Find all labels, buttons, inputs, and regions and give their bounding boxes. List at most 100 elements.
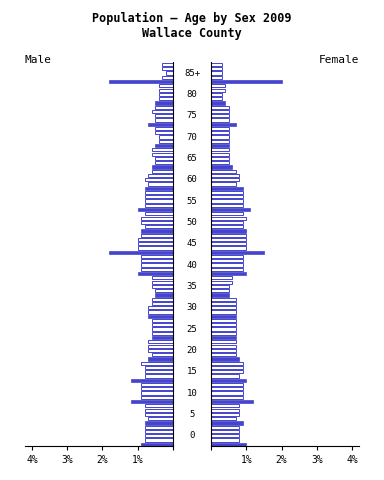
Bar [211,246,247,250]
Bar [211,408,239,412]
Bar [211,430,239,433]
Bar [152,280,173,284]
Bar [141,255,173,258]
Bar [159,140,173,143]
Bar [145,178,173,181]
Bar [211,255,243,258]
Bar [145,212,173,216]
Text: 5: 5 [189,410,195,419]
Bar [211,357,239,360]
Bar [211,88,225,92]
Bar [211,353,236,356]
Bar [211,268,243,271]
Bar [211,280,232,284]
Bar [211,285,229,288]
Bar [152,110,173,113]
Bar [211,140,229,143]
Bar [211,131,229,134]
Bar [211,345,236,348]
Bar [211,67,222,71]
Bar [145,200,173,203]
Bar [159,135,173,139]
Bar [148,345,173,348]
Bar [148,123,173,126]
Bar [211,174,239,177]
Bar [159,97,173,100]
Bar [145,413,173,416]
Bar [152,332,173,335]
Bar [109,251,173,254]
Text: 40: 40 [187,261,197,270]
Bar [211,114,229,117]
Bar [141,387,173,390]
Bar [211,259,243,263]
Bar [211,200,243,203]
Bar [159,84,173,87]
Bar [141,268,173,271]
Bar [211,438,239,442]
Bar [159,88,173,92]
Bar [211,106,229,109]
Bar [152,298,173,301]
Text: 55: 55 [187,197,197,205]
Bar [155,161,173,164]
Bar [211,413,239,416]
Bar [152,148,173,152]
Bar [211,327,236,331]
Bar [211,84,225,87]
Bar [155,157,173,160]
Bar [211,434,239,437]
Bar [145,191,173,194]
Bar [152,302,173,305]
Bar [145,370,173,373]
Bar [152,276,173,279]
Text: 50: 50 [187,218,197,227]
Bar [211,306,236,309]
Bar [211,80,281,83]
Bar [211,195,243,198]
Bar [152,323,173,326]
Text: 45: 45 [187,239,197,248]
Text: Population — Age by Sex 2009
Wallace County: Population — Age by Sex 2009 Wallace Cou… [92,12,292,40]
Bar [211,443,247,446]
Bar [211,323,236,326]
Bar [145,374,173,378]
Bar [141,264,173,267]
Bar [141,383,173,386]
Bar [211,276,232,279]
Bar [152,153,173,156]
Bar [211,264,243,267]
Bar [145,438,173,442]
Bar [211,212,243,216]
Bar [141,216,173,220]
Bar [211,97,222,100]
Bar [211,298,236,301]
Bar [211,340,236,344]
Bar [155,114,173,117]
Bar [211,417,236,420]
Bar [141,443,173,446]
Bar [211,332,236,335]
Bar [211,383,243,386]
Bar [155,131,173,134]
Bar [211,229,247,232]
Bar [211,396,243,399]
Text: 35: 35 [187,282,197,291]
Text: 65: 65 [187,154,197,163]
Text: 0: 0 [189,431,195,440]
Text: 20: 20 [187,346,197,355]
Bar [148,357,173,360]
Bar [145,366,173,369]
Bar [211,272,247,275]
Bar [152,336,173,339]
Bar [152,319,173,322]
Bar [211,366,243,369]
Bar [211,216,247,220]
Bar [141,396,173,399]
Bar [211,251,264,254]
Bar [211,311,236,313]
Bar [155,144,173,147]
Bar [211,289,229,292]
Bar [145,421,173,424]
Bar [145,187,173,190]
